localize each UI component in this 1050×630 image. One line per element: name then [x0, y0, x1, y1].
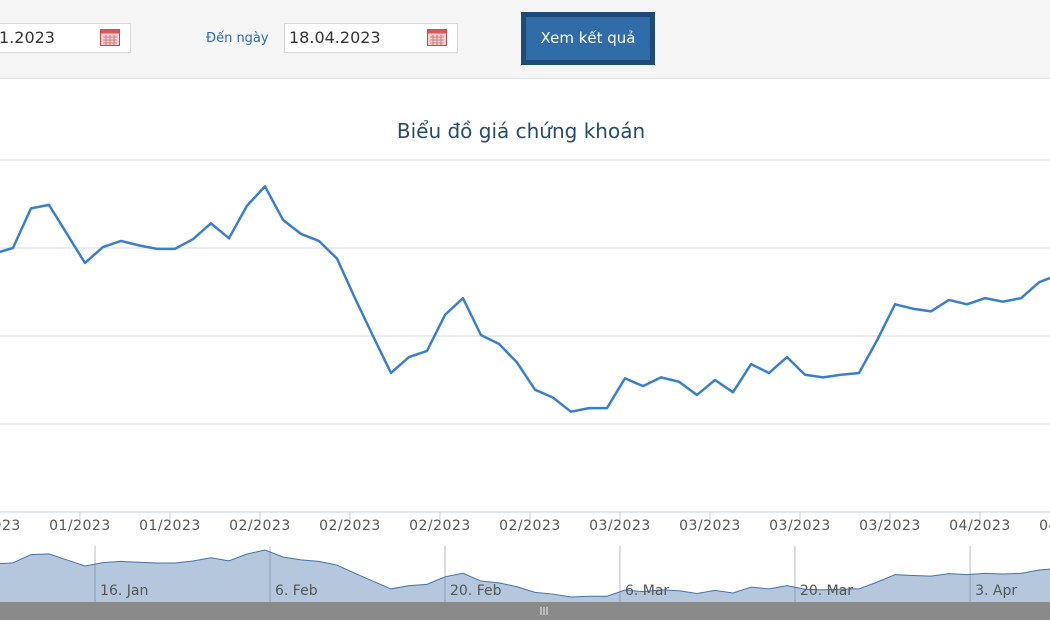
to-label: Đến ngày: [206, 31, 269, 46]
button-label: Xem kết quả: [526, 17, 650, 60]
scrollbar[interactable]: [0, 602, 1050, 620]
calendar-icon[interactable]: [427, 29, 447, 46]
x-tick-label: 03/2023: [589, 518, 651, 534]
chart-title: Biểu đồ giá chứng khoán: [397, 119, 645, 143]
filter-bar: 1.2023 Đến ngày 18.04.2023 Xem kết quả: [0, 0, 1050, 79]
x-tick-label: 02/2023: [319, 518, 381, 534]
x-tick-label: 04/2023: [949, 518, 1011, 534]
from-date: 1.2023: [0, 28, 55, 47]
x-tick-label: 03/2023: [859, 518, 921, 534]
navigator: 16. Jan 6. Feb 20. Feb 6. Mar 20. Mar 3. Apr: [0, 546, 1050, 602]
x-tick-label: 04/2023: [1039, 518, 1050, 534]
to-date-input[interactable]: 18.04.2023: [284, 23, 458, 53]
x-tick-label: 03/2023: [679, 518, 741, 534]
navigator-label: 6. Feb: [275, 583, 318, 599]
x-tick-label: 01/2023: [49, 518, 111, 534]
navigator-label: 20. Mar: [800, 583, 853, 599]
navigator-label: 3. Apr: [975, 583, 1017, 599]
x-tick-label: 02/2023: [499, 518, 561, 534]
navigator-label: 20. Feb: [450, 583, 502, 599]
plot-area: [0, 185, 1050, 413]
x-tick-label: 02/2023: [409, 518, 471, 534]
from-date-input[interactable]: 1.2023: [0, 23, 131, 53]
x-tick-label: 01/2023: [0, 518, 21, 534]
to-date: 18.04.2023: [289, 28, 381, 47]
navigator-line: [0, 549, 1050, 598]
navigator-label: 6. Mar: [625, 583, 669, 599]
x-tick-label: 03/2023: [769, 518, 831, 534]
navigator-label: 16. Jan: [100, 583, 148, 599]
navigator-area: [0, 550, 1050, 602]
calendar-icon[interactable]: [100, 29, 120, 46]
scrollbar-grip[interactable]: [540, 607, 548, 615]
x-tick-label: 01/2023: [139, 518, 201, 534]
submit-button[interactable]: Xem kết quả: [521, 12, 655, 65]
price-line: [0, 185, 1050, 413]
x-tick-label: 02/2023: [229, 518, 291, 534]
